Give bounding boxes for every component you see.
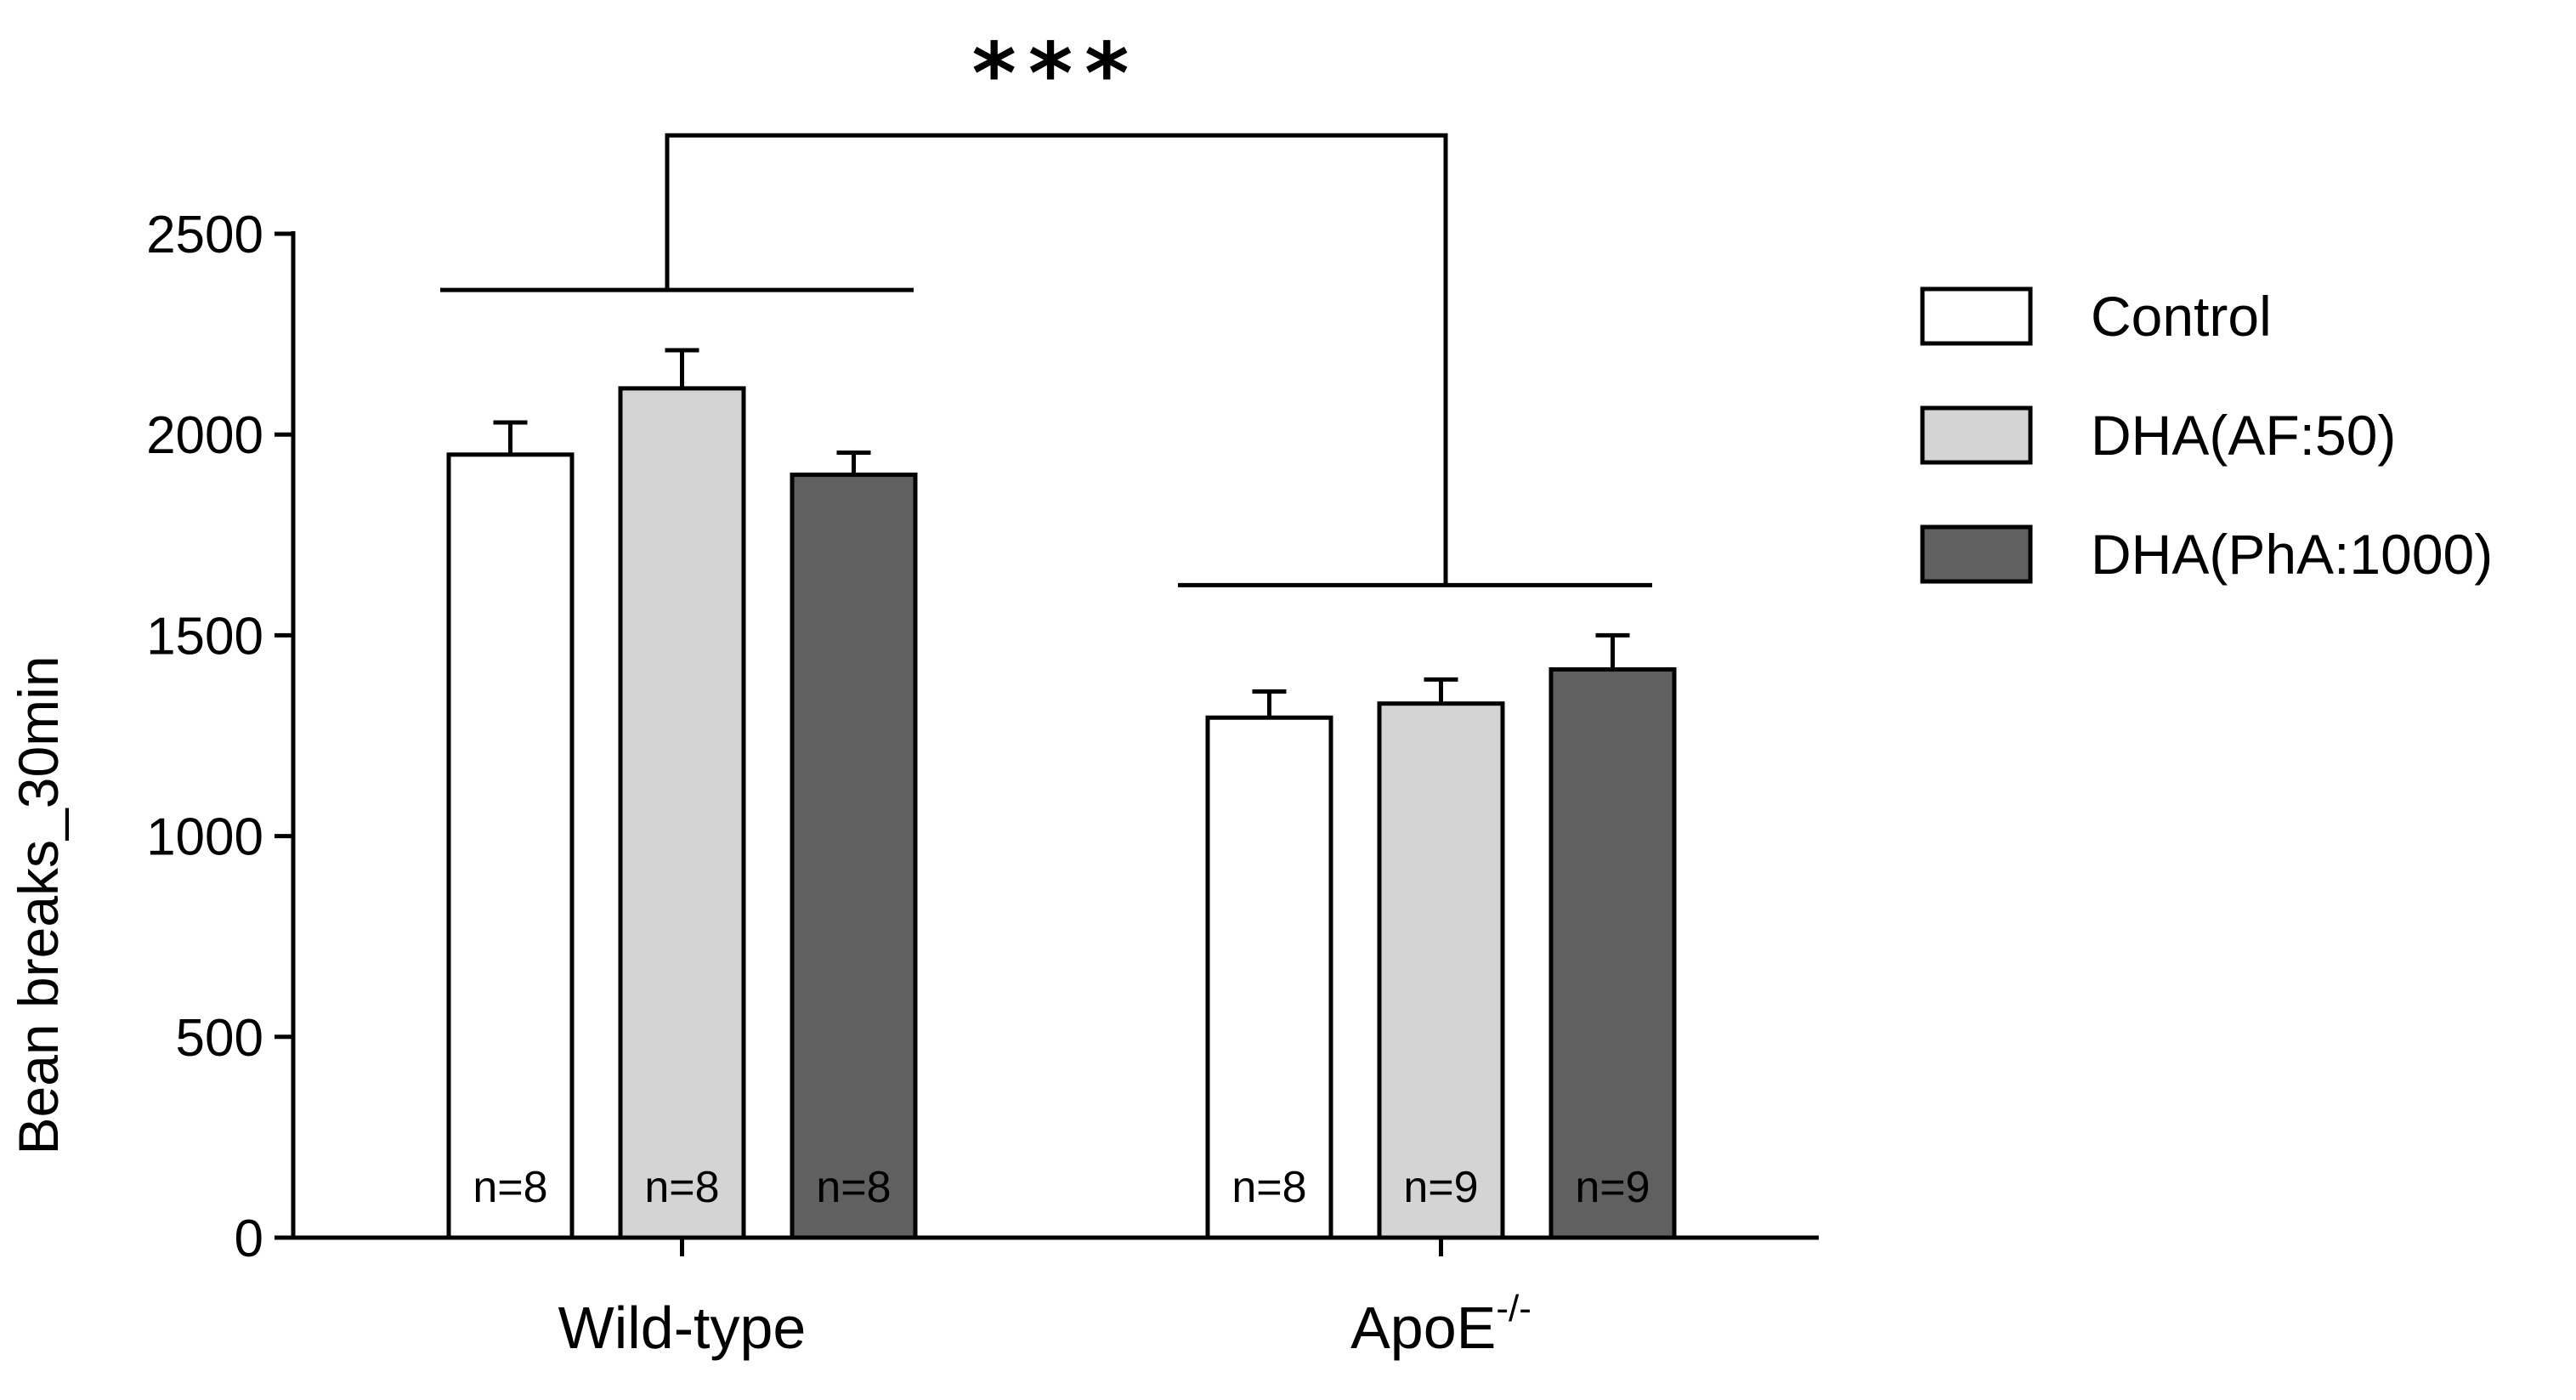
y-tick-label: 1500 (146, 607, 263, 666)
y-tick-label: 2500 (146, 206, 263, 264)
legend: Control DHA(AF:50) DHA(PhA:1000) (1920, 285, 2493, 586)
y-tick-label: 500 (176, 1009, 263, 1068)
legend-swatch (1920, 405, 2033, 465)
bar (618, 386, 746, 1240)
significance-bracket: *** (440, 24, 1652, 587)
legend-swatch (1920, 286, 2033, 346)
n-label: n=8 (644, 1163, 719, 1212)
n-label: n=9 (1575, 1163, 1650, 1212)
legend-swatch (1920, 524, 2033, 584)
n-label: n=8 (1231, 1163, 1306, 1212)
n-label: n=8 (816, 1163, 891, 1212)
bar (1205, 715, 1333, 1240)
n-label: n=9 (1403, 1163, 1478, 1212)
legend-label: DHA(AF:50) (2091, 404, 2396, 467)
bars: n=8 n=8 n=8 n=8 n=9 n=9 (446, 348, 1677, 1240)
significance-label: *** (972, 24, 1141, 123)
legend-label: Control (2091, 285, 2272, 348)
x-tick-label-superscript: -/- (1496, 1288, 1531, 1329)
bar (1377, 701, 1505, 1240)
x-tick-label: Wild-type (558, 1295, 807, 1361)
n-label: n=8 (473, 1163, 547, 1212)
bracket (665, 133, 1448, 586)
y-tick-label: 2000 (146, 406, 263, 465)
legend-label: DHA(PhA:1000) (2091, 523, 2493, 586)
bar (446, 452, 575, 1240)
axes: 0 500 1000 1500 2000 2500 Wild-type ApoE-/- (146, 206, 1819, 1361)
bar (790, 472, 918, 1240)
x-tick-label: ApoE-/- (1350, 1288, 1531, 1361)
y-tick-label: 1000 (146, 808, 263, 867)
bar (1548, 667, 1677, 1240)
y-tick-label: 0 (235, 1210, 263, 1268)
y-axis-label: Bean breaks_30min (7, 655, 70, 1154)
